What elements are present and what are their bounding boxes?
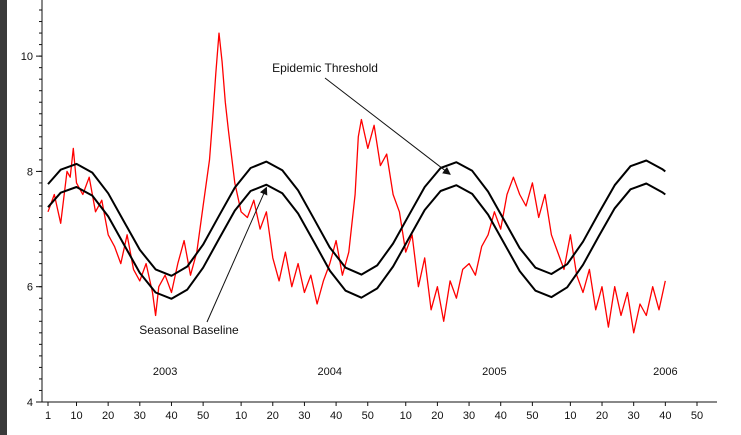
x-tick-label: 10 — [235, 410, 247, 422]
x-tick-label: 40 — [659, 410, 671, 422]
x-tick-label: 40 — [165, 410, 177, 422]
annotation-group: Epidemic Threshold Seasonal Baseline — [139, 61, 451, 337]
x-tick-label: 30 — [298, 410, 310, 422]
y-tick-label: 6 — [27, 282, 33, 294]
epidemic-threshold-line — [47, 159, 666, 277]
x-tick-label: 20 — [431, 410, 443, 422]
x-tick-label: 10 — [400, 410, 412, 422]
year-label: 2006 — [653, 366, 677, 378]
x-axis-ticks: 1 10 20 30 40 50 10 20 30 40 50 10 20 30 40 50 10 20 30 40 5… — [45, 402, 703, 422]
y-tick-label: 8 — [27, 166, 33, 178]
x-tick-label: 30 — [463, 410, 475, 422]
annotation-arrow — [324, 77, 451, 175]
chart-frame: 4 6 8 10 1 10 20 30 40 50 10 20 30 40 50 10 20 30 40 50 10 2… — [7, 0, 741, 435]
x-tick-label: 10 — [70, 410, 82, 422]
x-tick-label: 50 — [691, 410, 703, 422]
year-label: 2005 — [482, 366, 506, 378]
y-tick-label: 4 — [27, 397, 33, 409]
x-tick-label: 40 — [495, 410, 507, 422]
influenza-surveillance-chart: 4 6 8 10 1 10 20 30 40 50 10 20 30 40 50 10 20 30 40 50 10 2… — [21, 0, 717, 422]
annotation-arrow — [206, 186, 268, 323]
seasonal-baseline-annotation: Seasonal Baseline — [139, 323, 239, 337]
y-axis-ticks: 4 6 8 10 — [21, 51, 42, 409]
x-tick-label: 30 — [628, 410, 640, 422]
observed-data-line — [47, 32, 666, 334]
x-tick-label: 10 — [564, 410, 576, 422]
x-tick-label: 1 — [45, 410, 51, 422]
y-tick-label: 10 — [21, 51, 33, 63]
year-label: 2004 — [318, 366, 342, 378]
year-label: 2003 — [153, 366, 177, 378]
series-group — [47, 32, 666, 334]
year-labels: 2003 2004 2005 2006 — [153, 366, 678, 378]
x-tick-label: 50 — [197, 410, 209, 422]
x-tick-label: 20 — [596, 410, 608, 422]
x-tick-label: 40 — [330, 410, 342, 422]
epidemic-threshold-annotation: Epidemic Threshold — [272, 61, 378, 75]
seasonal-baseline-line — [47, 182, 666, 300]
x-tick-label: 30 — [134, 410, 146, 422]
x-tick-label: 20 — [267, 410, 279, 422]
x-tick-label: 50 — [362, 410, 374, 422]
x-tick-label: 20 — [102, 410, 114, 422]
x-tick-label: 50 — [526, 410, 538, 422]
